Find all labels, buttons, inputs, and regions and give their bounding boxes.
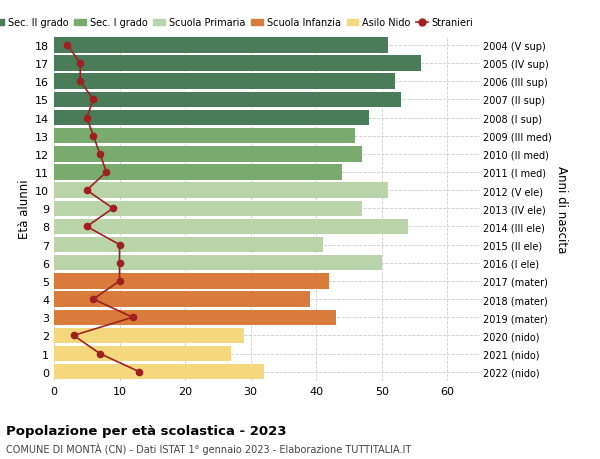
Bar — [54, 328, 244, 343]
Bar — [54, 74, 395, 90]
Text: Popolazione per età scolastica - 2023: Popolazione per età scolastica - 2023 — [6, 424, 287, 437]
Bar — [54, 219, 408, 235]
Bar — [54, 165, 343, 180]
Text: COMUNE DI MONTÀ (CN) - Dati ISTAT 1° gennaio 2023 - Elaborazione TUTTITALIA.IT: COMUNE DI MONTÀ (CN) - Dati ISTAT 1° gen… — [6, 442, 411, 454]
Bar — [54, 38, 388, 54]
Legend: Sec. II grado, Sec. I grado, Scuola Primaria, Scuola Infanzia, Asilo Nido, Stran: Sec. II grado, Sec. I grado, Scuola Prim… — [0, 18, 473, 28]
Bar — [54, 237, 323, 253]
Bar — [54, 111, 368, 126]
Bar — [54, 346, 231, 362]
Bar — [54, 92, 401, 108]
Y-axis label: Età alunni: Età alunni — [18, 179, 31, 239]
Bar — [54, 56, 421, 72]
Y-axis label: Anni di nascita: Anni di nascita — [555, 165, 568, 252]
Bar — [54, 183, 388, 198]
Bar — [54, 274, 329, 289]
Bar — [54, 292, 310, 307]
Bar — [54, 256, 382, 271]
Bar — [54, 129, 355, 144]
Bar — [54, 201, 362, 217]
Bar — [54, 310, 336, 325]
Bar — [54, 147, 362, 162]
Bar — [54, 364, 264, 380]
